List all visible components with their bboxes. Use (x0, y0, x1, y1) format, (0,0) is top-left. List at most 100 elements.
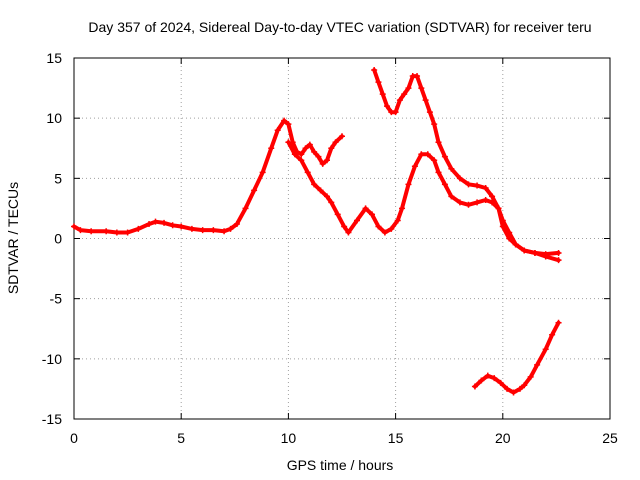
data-point (521, 247, 528, 254)
data-point (392, 109, 399, 116)
data-point (341, 223, 348, 230)
data-point (285, 121, 292, 128)
y-tick-label: 10 (46, 110, 62, 126)
data-point (328, 145, 335, 152)
series-line-arc-4 (472, 320, 561, 395)
series (71, 67, 562, 396)
grid (73, 57, 611, 420)
data-point (418, 151, 425, 158)
data-point (424, 151, 431, 158)
data-point (323, 193, 330, 200)
data-point (394, 217, 401, 224)
data-point (281, 117, 288, 124)
y-tick-label: 15 (46, 50, 62, 66)
data-point (199, 227, 206, 234)
data-point (555, 319, 562, 326)
data-point (484, 372, 491, 379)
data-point (379, 91, 386, 98)
data-point (506, 235, 513, 242)
data-point (384, 103, 391, 110)
x-tick-label: 25 (602, 430, 618, 446)
data-point (298, 151, 305, 158)
data-point (491, 375, 498, 382)
data-point (251, 187, 258, 194)
data-point (512, 241, 519, 248)
data-point (371, 67, 378, 74)
data-point (135, 225, 142, 232)
data-point (431, 121, 438, 128)
data-point (345, 229, 352, 236)
data-point (146, 221, 153, 228)
x-tick-label: 10 (281, 430, 297, 446)
y-axis-label: SDTVAR / TECUs (5, 182, 21, 294)
data-point (306, 141, 313, 148)
data-point (435, 169, 442, 176)
data-point (531, 249, 538, 256)
data-point (414, 73, 421, 80)
data-point (422, 97, 429, 104)
data-point (315, 153, 322, 160)
data-point (268, 145, 275, 152)
data-point (521, 382, 528, 389)
x-axis-label: GPS time / hours (287, 457, 394, 473)
series-line-arc-3 (372, 68, 561, 257)
data-point (381, 229, 388, 236)
data-point (465, 201, 472, 208)
data-point (169, 222, 176, 229)
data-point (124, 229, 131, 236)
data-point (311, 181, 318, 188)
data-point (332, 139, 339, 146)
data-point (362, 205, 369, 212)
data-point (339, 133, 345, 140)
data-point (375, 79, 382, 86)
data-point (323, 157, 330, 164)
data-point (499, 223, 506, 230)
data-point (418, 85, 425, 92)
data-point (259, 169, 266, 176)
data-point (495, 205, 502, 212)
data-point (152, 218, 159, 225)
data-point (161, 219, 168, 226)
data-point (188, 225, 195, 232)
data-point (411, 163, 418, 170)
y-tick-label: 0 (54, 231, 62, 247)
data-point (388, 225, 395, 232)
y-tick-label: -5 (50, 291, 63, 307)
data-point (465, 181, 472, 188)
data-point (369, 211, 376, 218)
data-point (542, 346, 549, 353)
data-point (242, 205, 249, 212)
data-point (405, 181, 412, 188)
data-point (319, 160, 326, 167)
data-point (317, 187, 324, 194)
data-point (555, 249, 562, 256)
series-line-arc-1 (72, 118, 344, 235)
data-point (474, 182, 481, 189)
data-point (227, 225, 234, 232)
data-point (334, 211, 341, 218)
data-point (396, 97, 403, 104)
x-tick-label: 0 (70, 430, 78, 446)
data-point (471, 383, 478, 390)
data-point (399, 205, 406, 212)
data-point (401, 91, 408, 98)
data-point (405, 85, 412, 92)
data-point (555, 257, 562, 264)
data-point (497, 379, 504, 386)
data-point (542, 251, 549, 258)
data-point (441, 153, 448, 160)
x-tick-label: 15 (388, 430, 404, 446)
data-point (527, 373, 534, 380)
data-point (510, 389, 517, 396)
data-point (375, 223, 382, 230)
data-point (210, 227, 217, 234)
data-point (441, 181, 448, 188)
data-point (88, 228, 95, 235)
data-point (285, 139, 292, 146)
data-point (274, 127, 281, 134)
data-point (304, 169, 311, 176)
data-point (71, 223, 77, 230)
x-tick-label: 5 (177, 430, 185, 446)
data-point (233, 221, 240, 228)
